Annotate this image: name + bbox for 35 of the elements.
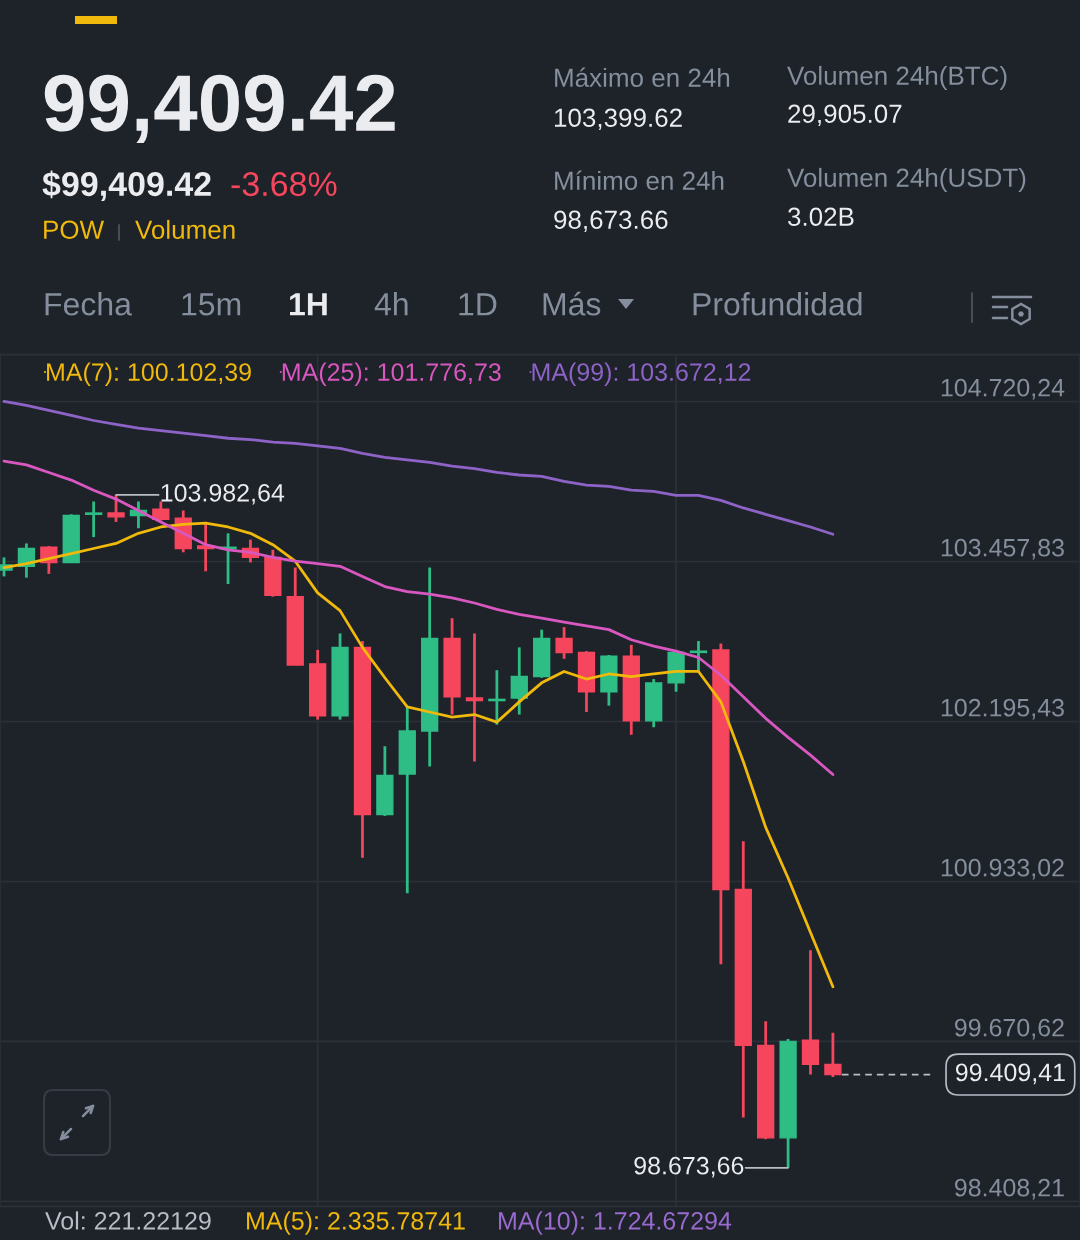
- y-tick-label: 98.408,21: [954, 1178, 1064, 1200]
- text: Volumen 24h(BTC): [787, 65, 1007, 91]
- chart-title: 99,409.42: [44, 74, 395, 144]
- y-tick-label: 103.457,83: [941, 538, 1064, 560]
- text: 103,399.62: [554, 108, 682, 131]
- ref-line-label: 99.409,41: [955, 1063, 1065, 1085]
- text: 1D: [459, 293, 497, 316]
- text: 98,673.66: [554, 210, 668, 233]
- y-tick-label: 100.933,02: [941, 858, 1064, 880]
- text: 4h: [374, 292, 408, 316]
- text: Volumen 24h(USDT): [787, 167, 1026, 193]
- text: -3.68%: [231, 172, 337, 197]
- y-tick-label: 104.720,24: [941, 378, 1065, 400]
- text: $99,409.42: [42, 170, 211, 202]
- text: Profundidad: [693, 292, 862, 316]
- text: Volumen: [135, 219, 235, 239]
- y-tick-label: 102.195,43: [941, 698, 1064, 720]
- legend-label: MA(25): 101.776,73: [282, 362, 501, 386]
- legend-label: MA(7): 100.102,39: [47, 362, 251, 386]
- annotation: 103.982,64: [161, 483, 285, 505]
- annotation: 98.673,66: [634, 1156, 744, 1178]
- text: Vol: 221.22129: [45, 1211, 211, 1230]
- text: 1H: [290, 293, 327, 316]
- text: MA(10): 1.724.67294: [499, 1211, 732, 1235]
- text: Mínimo en 24h: [555, 170, 724, 190]
- text: POW: [44, 220, 105, 239]
- text: 29,905.07: [788, 104, 902, 127]
- text: Fecha: [45, 292, 132, 316]
- text: 15m: [182, 293, 241, 316]
- legend-label: MA(99): 103.672,12: [532, 362, 751, 386]
- text: Más: [543, 291, 601, 316]
- y-tick-label: 99.670,62: [954, 1018, 1064, 1040]
- text: Máximo en 24h: [555, 67, 730, 87]
- text: MA(5): 2.335.78741: [247, 1211, 465, 1235]
- text: 3.02B: [787, 207, 854, 226]
